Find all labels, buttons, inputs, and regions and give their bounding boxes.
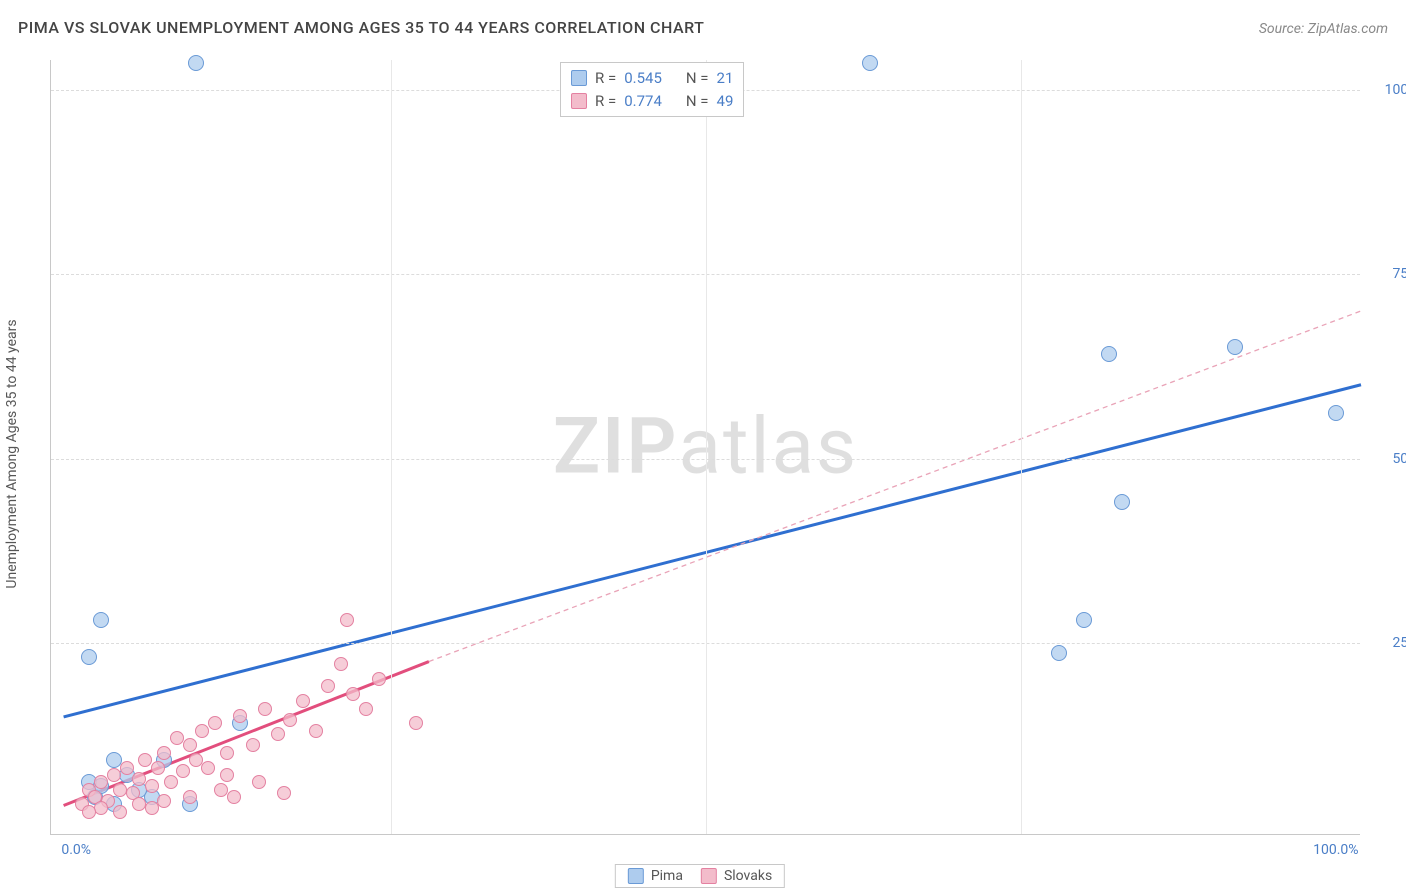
r-value: 0.545	[624, 67, 662, 90]
data-point	[246, 738, 260, 752]
data-point	[296, 694, 310, 708]
n-label: N =	[686, 90, 709, 113]
data-point	[321, 679, 335, 693]
legend-swatch	[628, 868, 644, 884]
r-value: 0.774	[624, 90, 662, 113]
n-label: N =	[686, 67, 709, 90]
y-tick-label: 50.0%	[1370, 451, 1406, 467]
data-point	[183, 790, 197, 804]
data-point	[1076, 612, 1092, 628]
source-label: Source: ZipAtlas.com	[1259, 21, 1388, 37]
trend-line	[429, 311, 1361, 662]
data-point	[372, 672, 386, 686]
x-tick-label: 0.0%	[61, 842, 91, 858]
legend-swatch	[571, 93, 587, 109]
data-point	[334, 657, 348, 671]
plot-area: ZIPatlas 25.0%50.0%75.0%100.0%0.0%100.0%	[50, 60, 1360, 835]
legend-label: Pima	[651, 868, 683, 884]
data-point	[157, 746, 171, 760]
data-point	[94, 801, 108, 815]
data-point	[176, 764, 190, 778]
data-point	[359, 702, 373, 716]
data-point	[277, 786, 291, 800]
data-point	[195, 724, 209, 738]
data-point	[151, 761, 165, 775]
data-point	[1114, 494, 1130, 510]
data-point	[82, 805, 96, 819]
data-point	[340, 613, 354, 627]
data-point	[120, 761, 134, 775]
grid-line-v	[1021, 60, 1022, 834]
data-point	[201, 761, 215, 775]
data-point	[1227, 339, 1243, 355]
stats-row: R = 0.545 N = 21	[571, 67, 733, 90]
y-tick-label: 100.0%	[1370, 82, 1406, 98]
data-point	[113, 805, 127, 819]
data-point	[309, 724, 323, 738]
data-point	[188, 55, 204, 71]
data-point	[93, 612, 109, 628]
legend-label: Slovaks	[724, 868, 772, 884]
stats-row: R = 0.774 N = 49	[571, 90, 733, 113]
n-value: 21	[717, 67, 734, 90]
x-tick-label: 100.0%	[1313, 842, 1358, 858]
data-point	[81, 649, 97, 665]
legend-swatch	[571, 70, 587, 86]
data-point	[107, 768, 121, 782]
data-point	[157, 794, 171, 808]
stats-box: R = 0.545 N = 21 R = 0.774 N = 49	[560, 62, 744, 117]
data-point	[1101, 346, 1117, 362]
data-point	[227, 790, 241, 804]
data-point	[1328, 405, 1344, 421]
data-point	[208, 716, 222, 730]
grid-line-v	[391, 60, 392, 834]
legend-item: Slovaks	[701, 868, 772, 884]
data-point	[145, 779, 159, 793]
legend-swatch	[701, 868, 717, 884]
chart-title: PIMA VS SLOVAK UNEMPLOYMENT AMONG AGES 3…	[18, 18, 704, 37]
grid-line-v	[706, 60, 707, 834]
data-point	[252, 775, 266, 789]
data-point	[271, 727, 285, 741]
data-point	[233, 709, 247, 723]
data-point	[183, 738, 197, 752]
watermark-bold: ZIP	[553, 402, 679, 493]
data-point	[94, 775, 108, 789]
data-point	[145, 801, 159, 815]
data-point	[220, 746, 234, 760]
y-tick-label: 25.0%	[1370, 635, 1406, 651]
data-point	[164, 775, 178, 789]
data-point	[346, 687, 360, 701]
n-value: 49	[717, 90, 734, 113]
r-label: R =	[595, 67, 616, 90]
legend-bottom: Pima Slovaks	[615, 864, 785, 888]
y-tick-label: 75.0%	[1370, 266, 1406, 282]
y-axis-label: Unemployment Among Ages 35 to 44 years	[4, 319, 20, 588]
data-point	[409, 716, 423, 730]
legend-item: Pima	[628, 868, 683, 884]
data-point	[220, 768, 234, 782]
data-point	[283, 713, 297, 727]
r-label: R =	[595, 90, 616, 113]
data-point	[1051, 645, 1067, 661]
data-point	[258, 702, 272, 716]
data-point	[862, 55, 878, 71]
trend-line	[64, 385, 1361, 717]
